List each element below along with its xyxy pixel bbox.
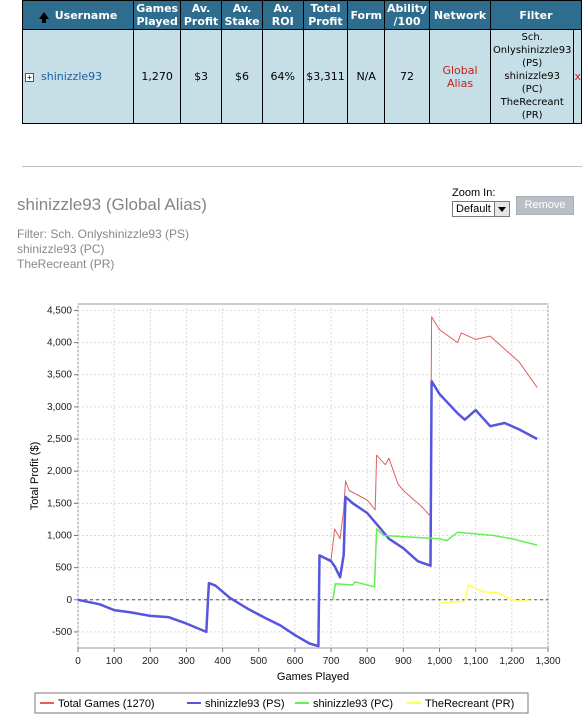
username-link[interactable]: shinizzle93 xyxy=(41,70,103,83)
y-tick-label: 4,500 xyxy=(47,305,72,316)
y-tick-label: -500 xyxy=(52,627,72,638)
chevron-down-icon[interactable] xyxy=(494,202,509,216)
zoom-label: Zoom In: xyxy=(452,187,496,199)
zoom-selected-value: Default xyxy=(456,203,491,215)
cell-av-stake: $6 xyxy=(221,29,263,124)
cell-network: Global Alias xyxy=(429,29,491,124)
col-filter[interactable]: Filter xyxy=(489,0,583,30)
y-tick-label: 3,500 xyxy=(47,370,72,381)
col-ability[interactable]: Ability /100 xyxy=(383,0,431,30)
expand-plus-icon[interactable]: + xyxy=(25,72,34,82)
x-tick-label: 0 xyxy=(75,656,81,667)
x-axis-label: Games Played xyxy=(277,671,349,683)
col-av-stake[interactable]: Av. Stake xyxy=(221,0,263,30)
plot-area xyxy=(77,303,549,649)
filter-line: Filter: Sch. Onlyshinizzle93 (PS) xyxy=(17,227,190,241)
x-tick-label: 1,200 xyxy=(499,656,524,667)
filter-line: TheRecreant (PR) xyxy=(17,257,115,271)
stats-table: Username Games Played Av. Profit Av. Sta… xyxy=(21,0,583,124)
y-tick-label: 3,000 xyxy=(47,402,72,413)
x-tick-label: 1,000 xyxy=(427,656,452,667)
y-tick-label: 500 xyxy=(55,563,72,574)
table-header-row: Username Games Played Av. Profit Av. Sta… xyxy=(21,0,583,30)
y-tick-label: 0 xyxy=(66,595,72,606)
col-network[interactable]: Network xyxy=(429,0,491,30)
series-line xyxy=(77,379,538,648)
divider xyxy=(22,166,582,167)
series-line xyxy=(439,584,530,604)
col-form[interactable]: Form xyxy=(347,0,385,30)
cell-username: + shinizzle93 xyxy=(21,29,135,124)
col-av-profit[interactable]: Av. Profit xyxy=(180,0,223,30)
legend xyxy=(34,692,529,714)
filter-line: shinizzle93 (PC) xyxy=(17,242,105,256)
cell-total-profit: $3,311 xyxy=(302,29,349,124)
x-tick-label: 100 xyxy=(106,656,123,667)
network-link[interactable]: Global Alias xyxy=(442,63,478,90)
series-line xyxy=(332,528,538,600)
x-tick-label: 1,100 xyxy=(463,656,488,667)
x-tick-label: 300 xyxy=(178,656,195,667)
cell-form: N/A xyxy=(347,29,385,124)
y-tick-label: 4,000 xyxy=(47,338,72,349)
col-games-played[interactable]: Games Played xyxy=(133,0,182,30)
y-tick-label: 2,500 xyxy=(47,434,72,445)
cell-av-roi: 64% xyxy=(261,29,304,124)
cell-games-played: 1,270 xyxy=(133,29,182,124)
x-tick-label: 200 xyxy=(142,656,159,667)
filter-description: Filter: Sch. Onlyshinizzle93 (PS) shiniz… xyxy=(17,227,189,272)
remove-button[interactable]: Remove xyxy=(516,196,574,215)
col-av-roi[interactable]: Av. ROI xyxy=(261,0,304,30)
x-tick-label: 600 xyxy=(287,656,304,667)
profit-chart: 0 100 200 300 400 500 600 700 800 900 1,000 1,100 1,… xyxy=(29,303,561,714)
legend-entry: shinizzle93 (PS) xyxy=(205,698,284,710)
table-row: + shinizzle93 1,270 $3 $6 64% $3,311 N/A… xyxy=(21,29,582,124)
cell-av-profit: $3 xyxy=(180,29,223,124)
x-tick-label: 700 xyxy=(323,656,340,667)
x-tick-label: 900 xyxy=(395,656,412,667)
col-total-profit[interactable]: Total Profit xyxy=(302,0,349,30)
x-tick-label: 1,300 xyxy=(535,656,560,667)
legend-entry: TheRecreant (PR) xyxy=(425,698,514,710)
cell-ability: 72 xyxy=(383,29,431,124)
y-axis-label: Total Profit ($) xyxy=(29,442,41,510)
sort-arrow-icon[interactable] xyxy=(38,12,49,23)
y-tick-label: 1,000 xyxy=(47,530,72,541)
x-tick-label: 400 xyxy=(214,656,231,667)
close-icon[interactable]: x xyxy=(574,70,581,83)
legend-entry: shinizzle93 (PC) xyxy=(313,698,393,710)
chart-title: shinizzle93 (Global Alias) xyxy=(17,195,207,214)
x-tick-label: 800 xyxy=(359,656,376,667)
col-username[interactable]: Username xyxy=(21,0,135,30)
cell-close: x xyxy=(573,29,582,124)
y-tick-label: 1,500 xyxy=(47,498,72,509)
zoom-select[interactable]: Default xyxy=(452,201,510,217)
cell-filter: Sch. Onlyshinizzle93 (PS) shinizzle93 (P… xyxy=(489,29,575,124)
x-tick-label: 500 xyxy=(250,656,267,667)
legend-entry: Total Games (1270) xyxy=(58,698,155,710)
y-tick-label: 2,000 xyxy=(47,466,72,477)
